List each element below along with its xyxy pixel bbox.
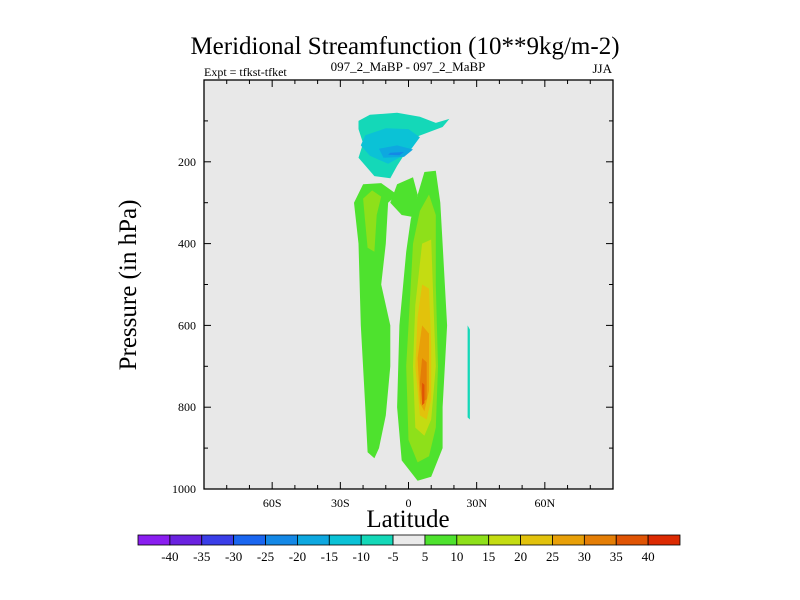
colorbar-swatch (647, 534, 681, 546)
contour-fill-layer (354, 112, 470, 481)
colorbar-label: -15 (321, 549, 338, 564)
x-tick-label: 60N (534, 496, 555, 510)
colorbar-label: 20 (514, 549, 527, 564)
x-tick-label: 60S (263, 496, 282, 510)
chart-title: Meridional Streamfunction (10**9kg/m-2) (190, 33, 619, 60)
colorbar-label: -25 (257, 549, 274, 564)
colorbar-label: 15 (482, 549, 495, 564)
colorbar-swatch (424, 534, 458, 546)
subtitle-center: 097_2_MaBP - 097_2_MaBP (331, 59, 486, 74)
subtitle-left: Expt = tfkst-tfket (204, 65, 287, 79)
x-tick-label: 30N (466, 496, 487, 510)
colorbar-swatch (169, 534, 203, 546)
x-tick-label: 0 (406, 496, 412, 510)
colorbar-swatch (360, 534, 394, 546)
colorbar-swatch (201, 534, 235, 546)
axis-ticks: 60S 30S 0 30N 60N 200 400 600 800 1000 (172, 80, 614, 510)
x-tick-label: 30S (331, 496, 350, 510)
colorbar-swatch (456, 534, 490, 546)
y-tick-label: 1000 (172, 482, 196, 496)
x-axis-label: Latitude (366, 506, 449, 533)
contour-main-positive-core-12 (419, 358, 427, 404)
contour-negative-cell-upper-2 (379, 145, 413, 158)
colorbar-label: 5 (422, 549, 429, 564)
colorbar-label: -10 (353, 549, 370, 564)
contour-negative-cell-upper-1 (360, 128, 420, 164)
colorbar-label: 10 (450, 549, 463, 564)
colorbar-label: 35 (610, 549, 623, 564)
colorbar-swatch (265, 534, 298, 546)
contour-south-positive-band-4 (354, 183, 398, 459)
colorbar-swatch (297, 534, 330, 546)
colorbar: -40 -35 -30 -25 -20 -15 -10 -5 5 10 15 20 25 30 35 40 (137, 534, 681, 564)
y-tick-label: 400 (178, 237, 196, 251)
subtitle-right: JJA (592, 61, 612, 76)
colorbar-swatch (552, 534, 585, 546)
y-tick-label: 800 (178, 400, 196, 414)
contour-south-positive-inner-5 (363, 190, 382, 252)
y-axis-label: Pressure (in hPa) (115, 200, 142, 371)
colorbar-label: -20 (289, 549, 306, 564)
colorbar-label: -40 (161, 549, 178, 564)
colorbar-label: -35 (193, 549, 210, 564)
contour-thin-negative-sliver-14 (467, 325, 470, 420)
colorbar-swatch (583, 534, 617, 546)
colorbar-label: -5 (388, 549, 399, 564)
y-tick-label: 200 (178, 155, 196, 169)
contour-main-positive-core-13 (422, 382, 425, 406)
colorbar-label: 40 (642, 549, 655, 564)
contour-negative-cell-core-3 (388, 152, 404, 156)
colorbar-swatch (520, 534, 553, 546)
contour-bridge-6 (390, 177, 418, 217)
colorbar-swatch (392, 534, 426, 546)
colorbar-swatch (488, 534, 521, 546)
colorbar-label: -30 (225, 549, 242, 564)
y-tick-label: 600 (178, 318, 196, 332)
colorbar-swatch (615, 534, 649, 546)
colorbar-swatch (328, 534, 362, 546)
colorbar-label: 30 (578, 549, 591, 564)
colorbar-swatch (233, 534, 266, 546)
colorbar-swatch (137, 534, 171, 546)
colorbar-label: 25 (546, 549, 559, 564)
